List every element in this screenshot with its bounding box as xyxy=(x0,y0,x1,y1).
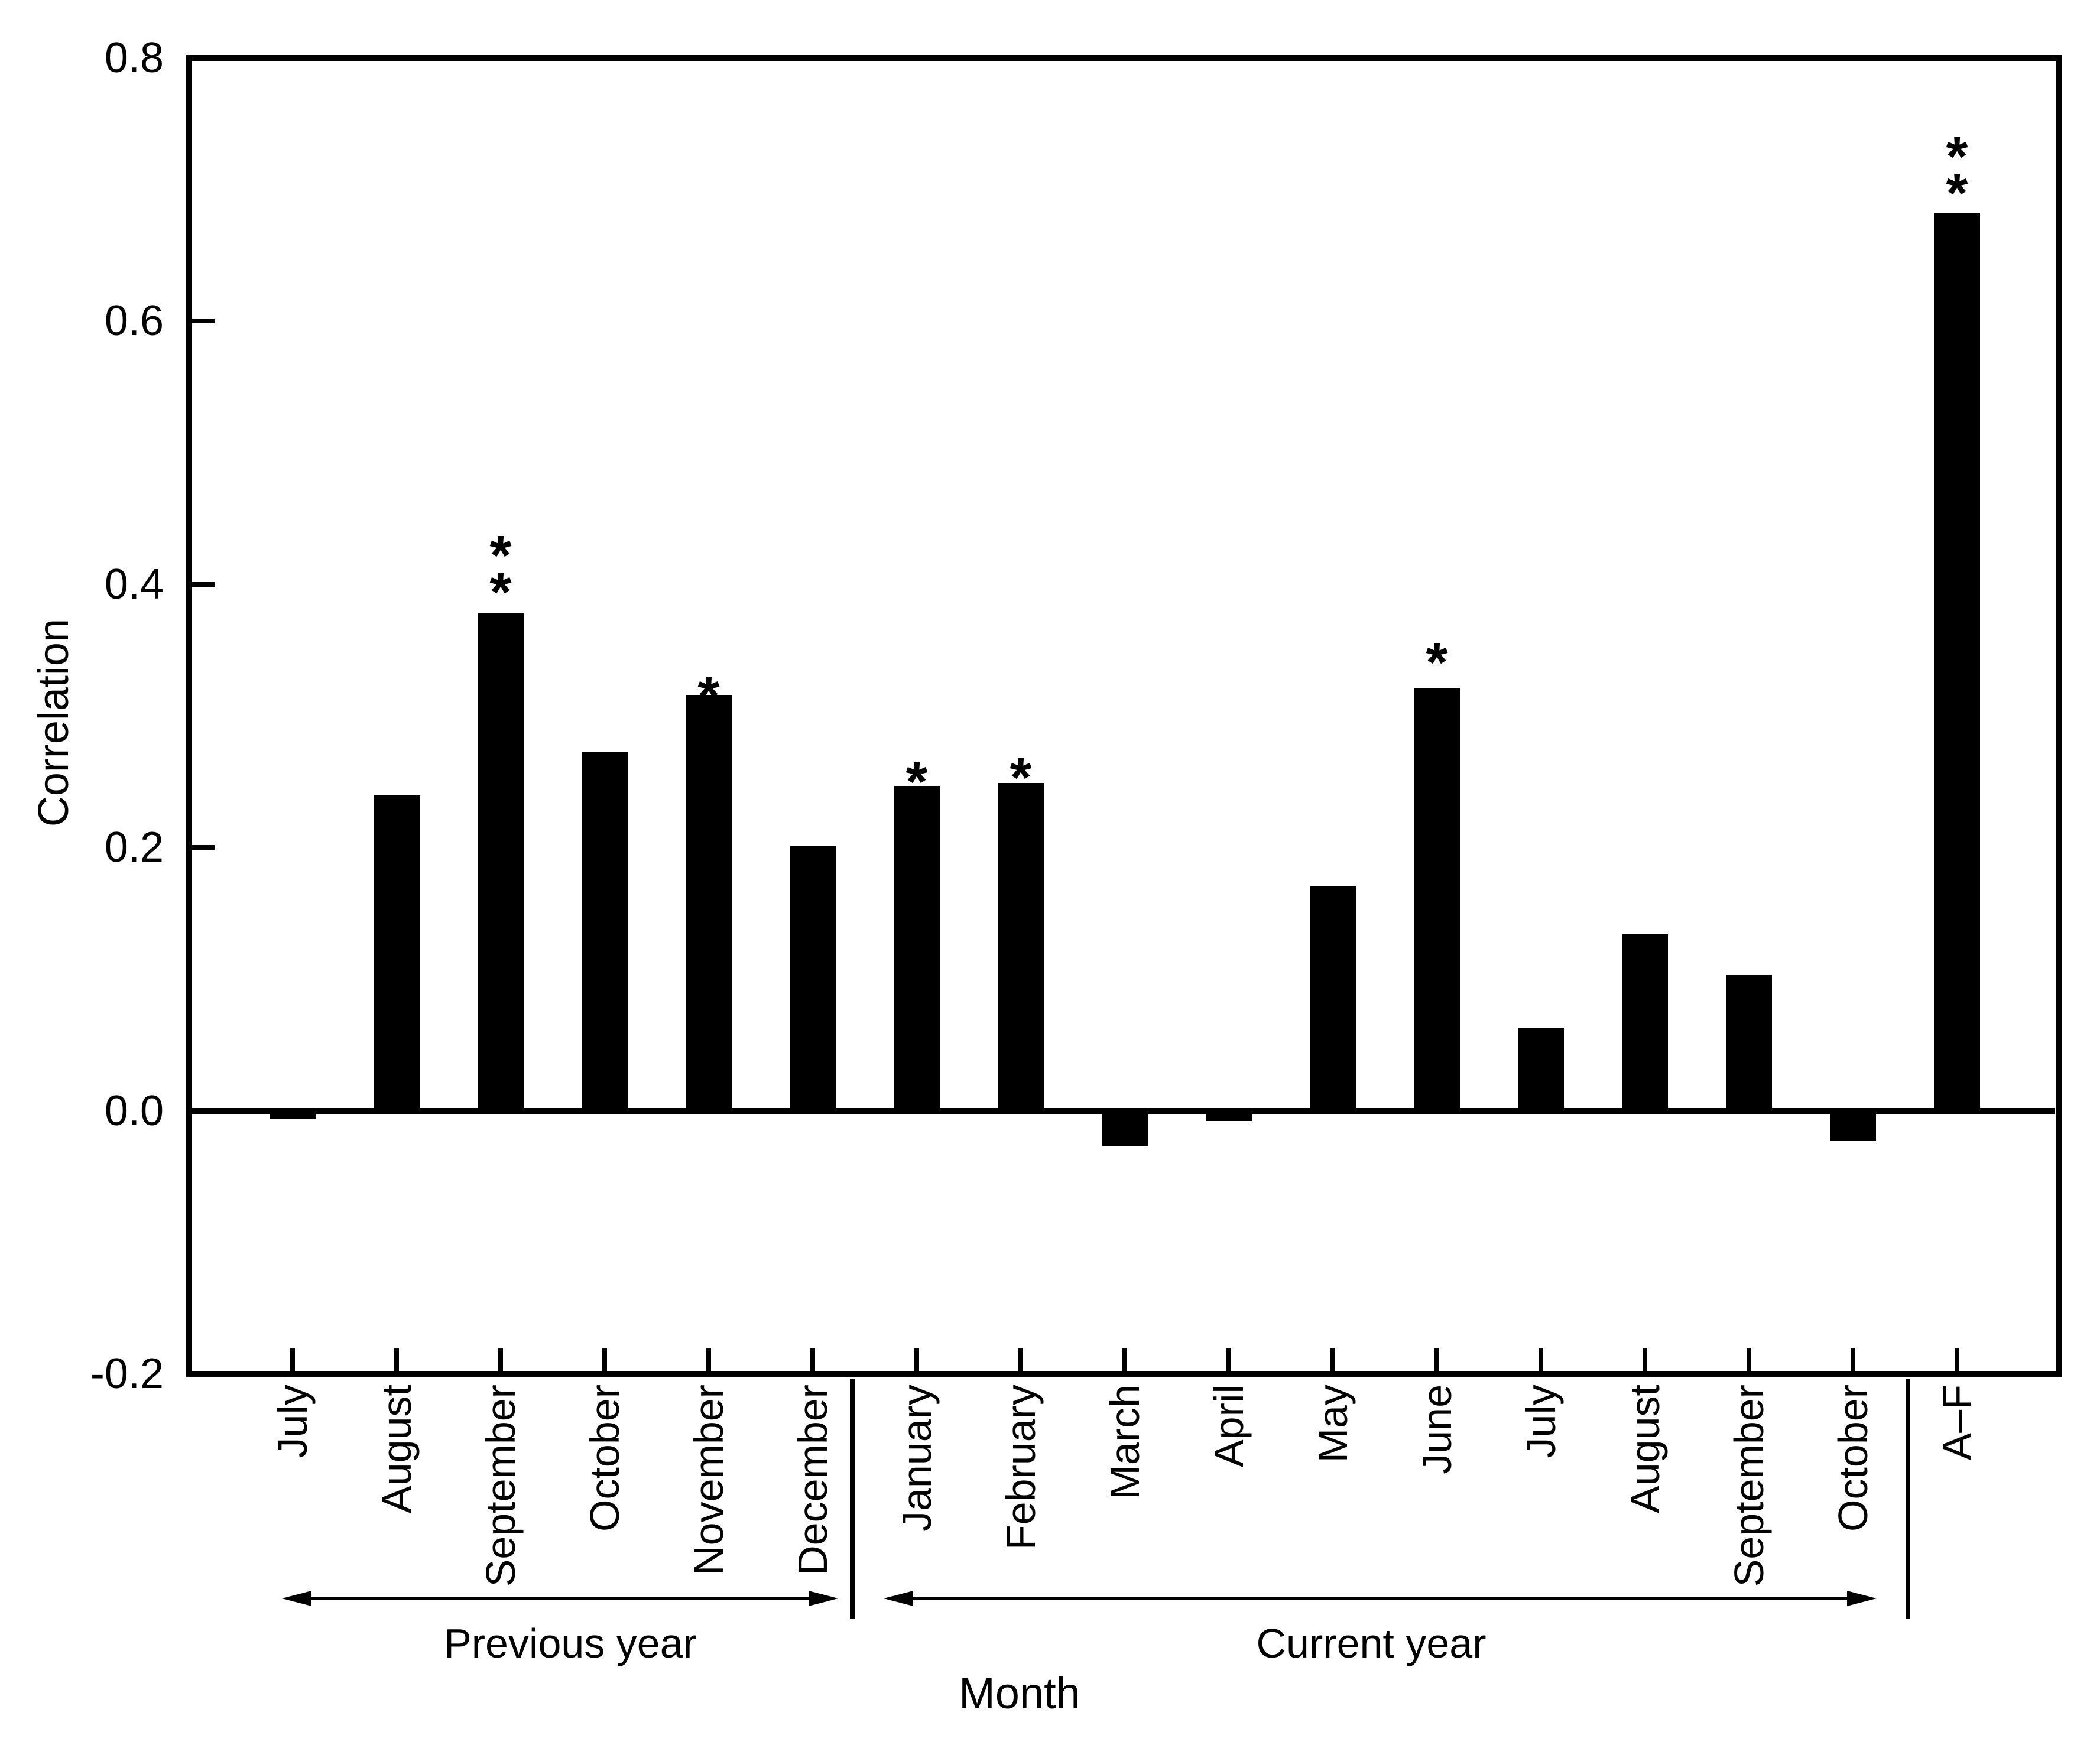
x-axis-tick xyxy=(498,1348,503,1371)
bar-february xyxy=(998,783,1044,1114)
x-axis-tick xyxy=(1226,1348,1231,1371)
bar-september xyxy=(478,613,524,1114)
bar-august xyxy=(1622,934,1668,1114)
x-tick-label: April xyxy=(1206,1385,1252,1468)
current-year-arrow-left-arrowhead xyxy=(884,1591,913,1606)
x-axis-tick xyxy=(1122,1348,1127,1371)
group-divider-line xyxy=(1906,1379,1910,1619)
x-tick-label: December xyxy=(790,1385,836,1575)
current-year-group-label: Current year xyxy=(1256,1620,1486,1666)
x-axis-tick xyxy=(1018,1348,1023,1371)
x-tick-label: A–F xyxy=(1934,1385,1980,1461)
y-axis-tick xyxy=(192,581,215,587)
x-axis-tick xyxy=(810,1348,815,1371)
x-tick-label: June xyxy=(1414,1385,1460,1474)
x-axis-tick xyxy=(706,1348,711,1371)
x-axis-tick xyxy=(290,1348,295,1371)
group-divider-line xyxy=(850,1379,855,1619)
bar-january xyxy=(894,785,940,1114)
previous-year-arrow-line xyxy=(306,1597,814,1600)
x-axis-tick xyxy=(602,1348,607,1371)
x-tick-label: October xyxy=(1830,1385,1876,1532)
y-tick-label: 0.4 xyxy=(104,560,164,608)
significance-marker: * xyxy=(1426,631,1448,694)
y-tick-label: 0.8 xyxy=(104,34,164,82)
x-axis-tick xyxy=(1539,1348,1543,1371)
x-axis-title: Month xyxy=(959,1669,1080,1718)
significance-marker: * * xyxy=(489,524,512,623)
y-tick-label: 0.2 xyxy=(104,824,164,872)
bar-july xyxy=(1518,1028,1564,1114)
current-year-arrow-line xyxy=(907,1597,1853,1600)
bar-a–f xyxy=(1934,213,1980,1114)
significance-marker: * xyxy=(697,664,720,727)
bar-november xyxy=(686,694,732,1114)
bar-august xyxy=(374,795,420,1114)
x-axis-tick xyxy=(1330,1348,1335,1371)
bar-march xyxy=(1102,1108,1148,1146)
x-tick-label: February xyxy=(998,1385,1044,1551)
previous-year-arrow-left-arrowhead xyxy=(282,1591,311,1606)
x-axis-tick xyxy=(1851,1348,1855,1371)
x-axis-tick xyxy=(1434,1348,1439,1371)
y-tick-label: 0.6 xyxy=(104,297,164,345)
x-axis-tick xyxy=(1955,1348,1959,1371)
previous-year-arrow-right-arrowhead xyxy=(809,1591,838,1606)
y-tick-label: -0.2 xyxy=(90,1350,164,1398)
bar-july xyxy=(270,1108,316,1119)
x-axis-tick xyxy=(1747,1348,1751,1371)
x-tick-label: August xyxy=(1622,1385,1668,1513)
bar-october xyxy=(582,751,628,1114)
x-tick-label: September xyxy=(1726,1385,1772,1587)
significance-marker: * xyxy=(1010,746,1032,810)
x-axis-tick xyxy=(914,1348,919,1371)
current-year-arrow-right-arrowhead xyxy=(1847,1591,1877,1606)
significance-marker: * * xyxy=(1946,125,1968,225)
x-tick-label: September xyxy=(478,1385,524,1587)
bar-june xyxy=(1414,688,1460,1114)
x-axis-tick xyxy=(1643,1348,1647,1371)
bar-april xyxy=(1206,1108,1252,1122)
x-tick-label: November xyxy=(686,1385,732,1575)
x-tick-label: March xyxy=(1102,1385,1148,1500)
y-axis-title: Correlation xyxy=(30,619,77,827)
previous-year-group-label: Previous year xyxy=(444,1620,697,1666)
significance-marker: * xyxy=(905,750,928,813)
plot-area xyxy=(186,55,2062,1377)
y-axis-tick xyxy=(192,319,215,324)
x-tick-label: July xyxy=(1518,1385,1564,1458)
x-tick-label: May xyxy=(1310,1385,1356,1463)
bar-september xyxy=(1726,975,1772,1114)
x-tick-label: October xyxy=(582,1385,628,1532)
x-tick-label: July xyxy=(270,1385,316,1458)
x-tick-label: August xyxy=(374,1385,420,1513)
x-tick-label: January xyxy=(894,1385,940,1532)
y-tick-label: 0.0 xyxy=(104,1087,164,1135)
bar-october xyxy=(1830,1108,1876,1141)
bar-may xyxy=(1310,885,1356,1114)
x-axis-tick xyxy=(394,1348,399,1371)
bar-december xyxy=(790,846,836,1114)
y-axis-tick xyxy=(192,845,215,850)
